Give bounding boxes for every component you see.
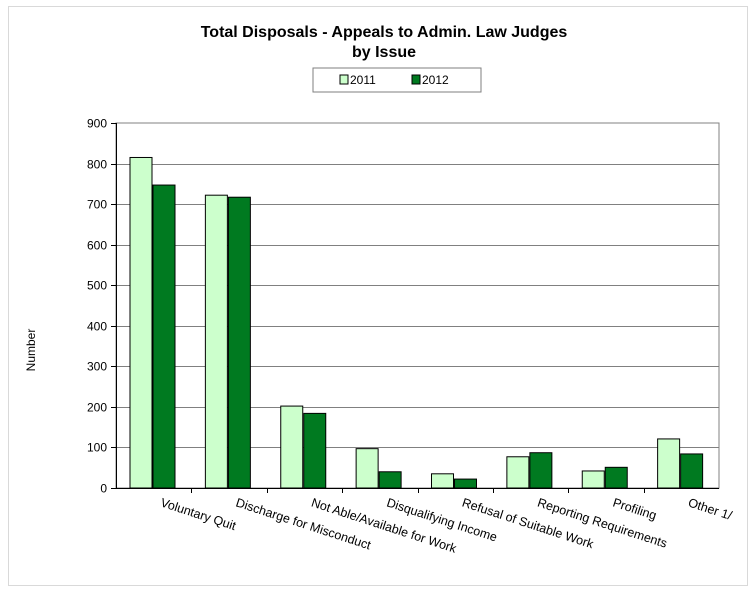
y-tick-label: 300 xyxy=(87,360,107,374)
legend-label-2012: 2012 xyxy=(422,73,449,87)
bar-2012 xyxy=(454,478,477,489)
bar-2011 xyxy=(204,194,228,489)
y-tick-label: 600 xyxy=(87,239,107,253)
y-tick-label: 100 xyxy=(87,441,107,455)
bar-2011 xyxy=(129,156,153,489)
bar-2012 xyxy=(303,412,327,489)
y-tick-label: 400 xyxy=(87,320,107,334)
bar-2012 xyxy=(604,466,628,489)
y-tick-label: 500 xyxy=(87,279,107,293)
legend-box xyxy=(312,67,482,93)
legend-label-2011: 2011 xyxy=(350,73,376,87)
legend-swatch-2012 xyxy=(411,74,421,85)
bar-2011 xyxy=(431,473,454,489)
chart-title-line1: Total Disposals - Appeals to Admin. Law … xyxy=(201,24,568,41)
bars xyxy=(129,156,704,489)
category-label: Reporting Requirements xyxy=(536,496,669,551)
category-label: Discharge for Misconduct xyxy=(234,496,373,553)
y-tick-label: 0 xyxy=(100,482,107,496)
y-tick-label: 200 xyxy=(87,401,107,415)
bar-2012 xyxy=(378,471,402,489)
category-label: Other 1/ xyxy=(686,496,734,523)
bar-2012 xyxy=(529,452,553,489)
bar-2011 xyxy=(506,456,530,489)
category-label: Refusal of Suitable Work xyxy=(460,496,596,552)
chart-title-line2: by Issue xyxy=(352,44,416,61)
y-axis-label: Number xyxy=(24,329,38,372)
bar-2012 xyxy=(152,184,176,489)
legend: 2011 2012 xyxy=(312,67,482,93)
bar-2011 xyxy=(657,438,681,489)
bar-2011 xyxy=(581,470,605,489)
bar-2011 xyxy=(355,448,379,489)
y-tick-label: 800 xyxy=(87,158,107,172)
category-label: Voluntary Quit xyxy=(159,496,239,534)
bar-2012 xyxy=(227,196,251,489)
legend-swatch-2011 xyxy=(339,74,349,85)
y-axis: 0 100 200 300 400 500 600 700 800 900 xyxy=(87,117,117,496)
bar-2011 xyxy=(280,405,304,489)
y-tick-label: 900 xyxy=(87,117,107,131)
y-tick-label: 700 xyxy=(87,198,107,212)
bar-2012 xyxy=(680,453,704,489)
category-label: Profiling xyxy=(611,496,658,523)
